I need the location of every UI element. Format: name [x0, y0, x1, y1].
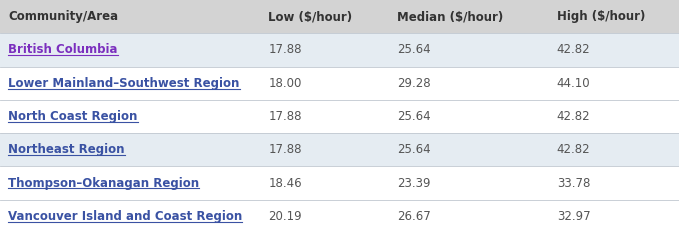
Text: 42.82: 42.82: [557, 43, 591, 56]
Text: Median ($/hour): Median ($/hour): [397, 10, 503, 23]
Text: 25.64: 25.64: [397, 110, 431, 123]
Bar: [0, 133, 679, 166]
Text: Community/Area: Community/Area: [8, 10, 118, 23]
Text: 20.19: 20.19: [268, 210, 302, 223]
Text: Lower Mainland–Southwest Region: Lower Mainland–Southwest Region: [8, 77, 240, 90]
Bar: [0, 67, 679, 100]
Text: 42.82: 42.82: [557, 110, 591, 123]
Text: High ($/hour): High ($/hour): [557, 10, 645, 23]
Bar: [0, 0, 679, 33]
Text: Thompson–Okanagan Region: Thompson–Okanagan Region: [8, 177, 199, 190]
Text: 44.10: 44.10: [557, 77, 591, 90]
Text: 42.82: 42.82: [557, 143, 591, 156]
Text: 17.88: 17.88: [268, 110, 301, 123]
Text: 17.88: 17.88: [268, 43, 301, 56]
Text: Northeast Region: Northeast Region: [8, 143, 125, 156]
Text: 32.97: 32.97: [557, 210, 591, 223]
Bar: [0, 33, 679, 67]
Text: British Columbia: British Columbia: [8, 43, 117, 56]
Text: 29.28: 29.28: [397, 77, 431, 90]
Bar: [0, 200, 679, 233]
Text: North Coast Region: North Coast Region: [8, 110, 138, 123]
Text: Vancouver Island and Coast Region: Vancouver Island and Coast Region: [8, 210, 242, 223]
Text: 25.64: 25.64: [397, 143, 431, 156]
Bar: [0, 100, 679, 133]
Bar: [0, 166, 679, 200]
Text: 18.00: 18.00: [268, 77, 301, 90]
Text: Low ($/hour): Low ($/hour): [268, 10, 352, 23]
Text: 33.78: 33.78: [557, 177, 590, 190]
Text: 18.46: 18.46: [268, 177, 302, 190]
Text: 17.88: 17.88: [268, 143, 301, 156]
Text: 25.64: 25.64: [397, 43, 431, 56]
Text: 23.39: 23.39: [397, 177, 430, 190]
Text: 26.67: 26.67: [397, 210, 431, 223]
